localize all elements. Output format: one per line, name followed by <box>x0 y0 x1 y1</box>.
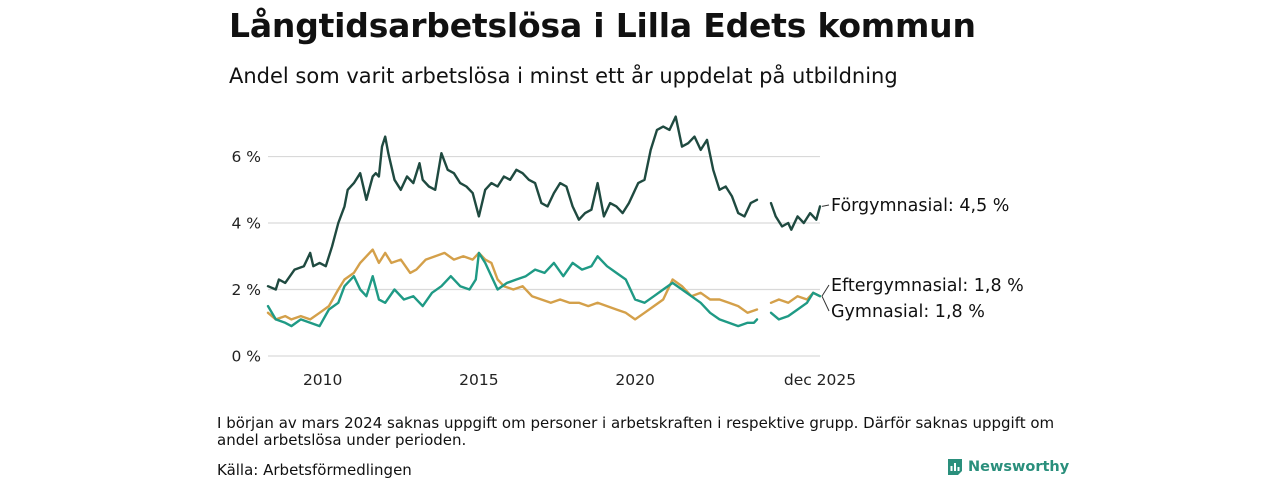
series-line-förgymnasial-1 <box>266 115 759 291</box>
series-end-labels: Förgymnasial: 4,5 % Eftergymnasial: 1,8 %… <box>821 196 1024 322</box>
x-tick-label-end: dec 2025 <box>784 371 856 389</box>
grid-lines <box>268 155 820 357</box>
label-leader-förgymnasial <box>821 204 830 207</box>
footnote: I början av mars 2024 saknas uppgift om … <box>217 414 1055 449</box>
y-axis-ticks: 0 % 2 % 4 % 6 % <box>231 148 261 365</box>
series-line-gymnasial-2 <box>769 291 822 321</box>
chart-title: Långtidsarbetslösa i Lilla Edets kommun <box>229 6 976 45</box>
y-tick-label: 0 % <box>231 348 261 366</box>
newsworthy-logo-icon <box>948 459 962 475</box>
series-lines <box>266 115 822 328</box>
y-tick-label: 2 % <box>231 281 261 299</box>
brand-logo[interactable]: Newsworthy <box>946 458 1069 476</box>
y-tick-label: 6 % <box>231 148 261 166</box>
end-label-förgymnasial: Förgymnasial: 4,5 % <box>831 196 1009 216</box>
brand-name: Newsworthy <box>968 459 1070 475</box>
series-line-eftergymnasial-1 <box>266 248 759 321</box>
y-tick-label: 4 % <box>231 215 261 233</box>
source-text: Källa: Arbetsförmedlingen <box>217 461 412 479</box>
series-line-gymnasial-1 <box>266 251 759 328</box>
series-line-förgymnasial-2 <box>769 201 822 231</box>
x-axis-ticks: 2010 2015 2020 dec 2025 <box>303 371 856 389</box>
label-leader-gymnasial <box>821 295 830 312</box>
chart-subtitle: Andel som varit arbetslösa i minst ett å… <box>229 64 898 88</box>
x-tick-label: 2015 <box>459 371 498 389</box>
x-tick-label: 2020 <box>615 371 654 389</box>
label-leader-eftergymnasial <box>821 284 830 297</box>
x-tick-label: 2010 <box>303 371 342 389</box>
end-label-gymnasial: Gymnasial: 1,8 % <box>831 302 985 322</box>
line-chart: 0 % 2 % 4 % 6 % 2010 2015 2020 dec 2025 Förgym… <box>231 115 1024 389</box>
end-label-eftergymnasial: Eftergymnasial: 1,8 % <box>831 276 1024 296</box>
